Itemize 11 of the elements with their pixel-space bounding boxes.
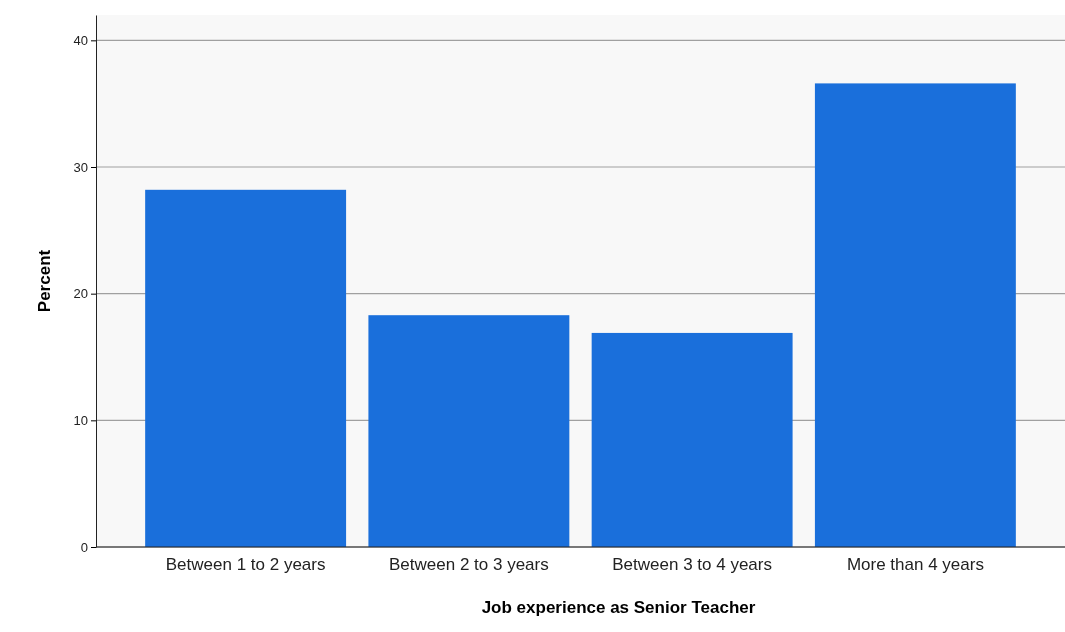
x-tick-label: Between 1 to 2 years — [165, 555, 326, 575]
x-tick-label: Between 3 to 4 years — [612, 555, 772, 575]
y-tick-label: 40 — [73, 32, 88, 48]
y-axis-title: Percent — [35, 249, 54, 313]
x-tick-label: More than 4 years — [846, 555, 984, 575]
x-tick-label: Between 2 to 3 years — [389, 555, 549, 575]
y-tick-label: 30 — [73, 159, 88, 175]
x-axis-title: Job experience as Senior Teacher — [481, 598, 756, 617]
y-tick-label: 10 — [73, 412, 88, 428]
y-tick-label: 0 — [80, 539, 88, 555]
y-tick-label: 20 — [73, 286, 88, 302]
